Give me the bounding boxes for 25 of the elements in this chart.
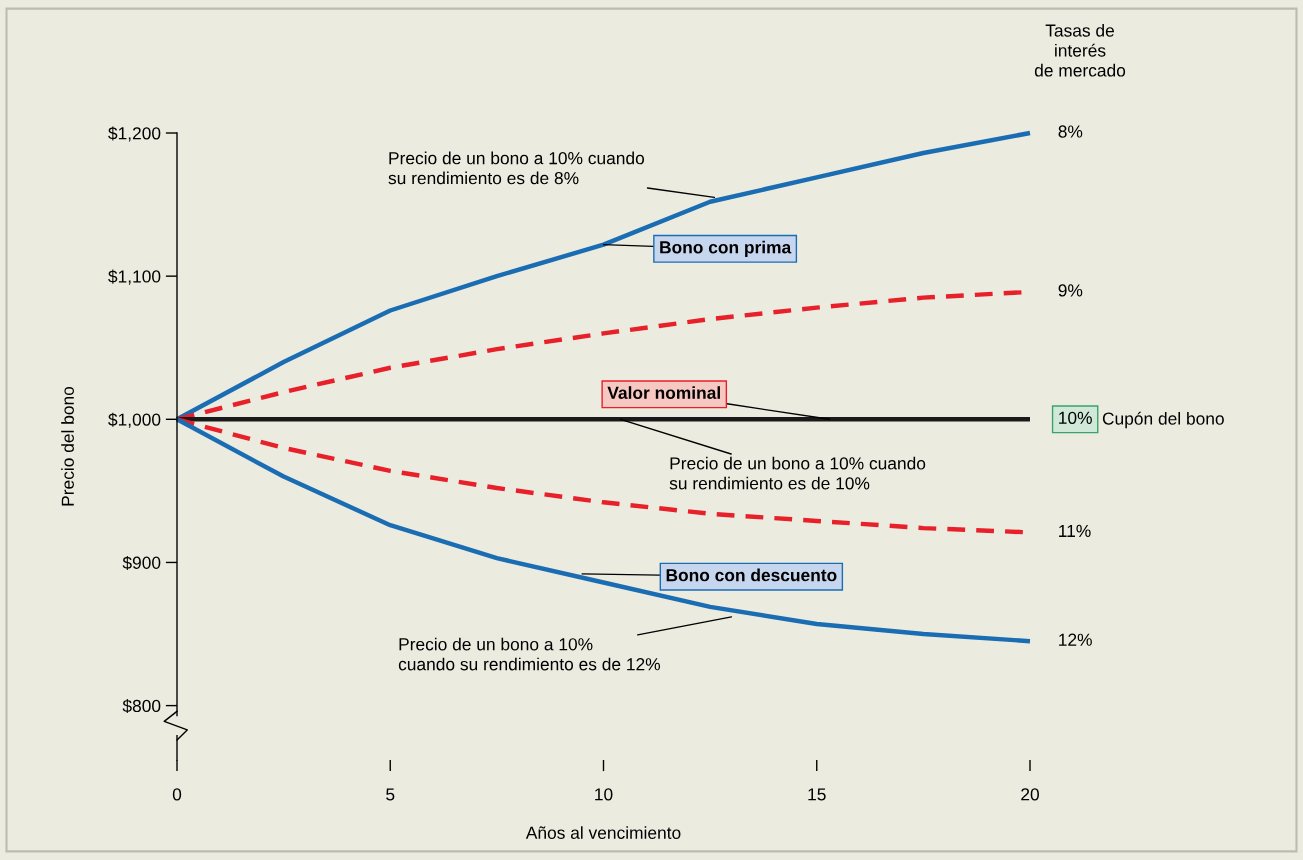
series-label: 12% — [1059, 633, 1092, 646]
text: Tasas de interés de mercado — [1034, 23, 1126, 77]
x-tick-label: 0 — [172, 788, 182, 801]
x-tick-label: 5 — [386, 788, 395, 801]
annotation: Valor nominal — [607, 386, 720, 399]
y-tick-label: $800 — [122, 699, 161, 714]
x-axis-title: Años al vencimiento — [525, 826, 681, 839]
series-label: 10% — [1059, 411, 1092, 424]
series-label: 9% — [1058, 284, 1083, 297]
annotation: Precio de un bono a 10% cuando su rendimiento es de 8% — [388, 151, 645, 185]
y-tick-label: $1,000 — [108, 412, 161, 428]
text: Cupón del bono — [1102, 411, 1224, 429]
annotation: Precio de un bono a 10% cuando su rendimiento es de 12% — [398, 637, 661, 671]
x-tick-label: 20 — [1021, 788, 1039, 801]
series-label: 11% — [1059, 524, 1091, 537]
y-tick-label: $900 — [122, 555, 161, 570]
y-tick-label: $1,200 — [108, 126, 161, 142]
y-tick-label: $1,100 — [108, 269, 161, 285]
annotation: Precio de un bono a 10% cuando su rendimiento es de 10% — [669, 456, 926, 490]
series-label: 8% — [1058, 125, 1083, 138]
annotation: Bono con prima — [660, 240, 792, 257]
y-axis-title: Precio del bono — [61, 386, 74, 506]
x-tick-label: 15 — [808, 788, 826, 801]
annotation: Bono con descuento — [666, 568, 837, 582]
x-tick-label: 10 — [595, 788, 613, 801]
